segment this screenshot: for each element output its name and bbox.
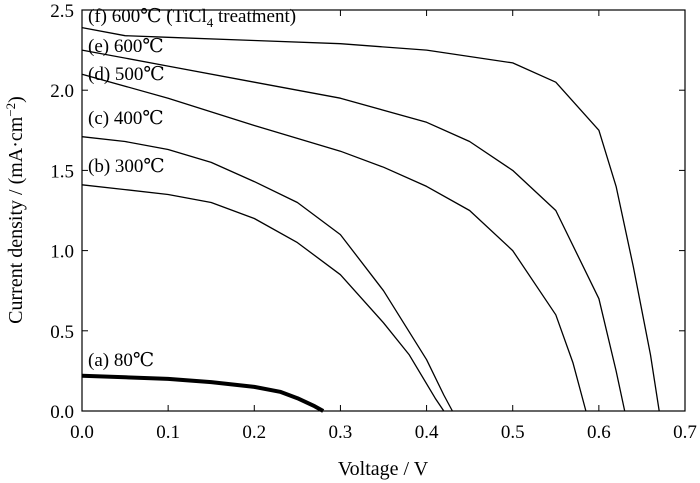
curve-label-c: (c) 400℃ bbox=[88, 108, 164, 129]
curve-label-b: (b) 300℃ bbox=[88, 156, 165, 177]
x-tick-label: 0.1 bbox=[156, 422, 180, 443]
x-tick-label: 0.4 bbox=[415, 422, 439, 443]
y-tick-label: 1.0 bbox=[50, 242, 74, 263]
series-line-d bbox=[81, 73, 587, 412]
x-tick-label: 0.3 bbox=[329, 422, 353, 443]
series-line-f bbox=[81, 26, 660, 412]
x-tick-label: 0.0 bbox=[70, 422, 94, 443]
y-tick-label: 2.0 bbox=[50, 81, 74, 102]
curve-label-f: (f) 600℃ (TiCl4 treatment) bbox=[88, 6, 296, 30]
series-line-a bbox=[81, 373, 325, 413]
y-axis-label-close: ) bbox=[5, 96, 27, 103]
curve-label-e: (e) 600℃ bbox=[88, 36, 164, 57]
y-tick-label: 2.5 bbox=[50, 1, 74, 22]
y-axis-label: Current density / (mA·cm−2) bbox=[3, 96, 27, 324]
axis-ticks: 0.0 0.1 0.2 0.3 0.4 0.5 0.6 0.7 0.0 0.5 1.0 1.5 2.0 2… bbox=[50, 1, 697, 443]
y-tick-label: 0.5 bbox=[50, 322, 74, 343]
plot-frame bbox=[81, 9, 686, 412]
series-line-b bbox=[81, 184, 445, 412]
curves bbox=[81, 26, 660, 413]
curve-label-d: (d) 500℃ bbox=[88, 64, 165, 85]
x-axis-label: Voltage / V bbox=[338, 458, 429, 480]
x-tick-label: 0.5 bbox=[501, 422, 525, 443]
x-tick-label: 0.7 bbox=[673, 422, 697, 443]
series-line-c bbox=[81, 136, 453, 412]
x-tick-label: 0.2 bbox=[242, 422, 266, 443]
y-axis-label-exponent: −2 bbox=[3, 103, 18, 117]
y-tick-label: 1.5 bbox=[50, 161, 74, 182]
curve-labels: (a) 80℃ (b) 300℃ (c) 400℃ (d) 500℃ (e) 600℃ (… bbox=[88, 6, 296, 371]
series-line-e bbox=[81, 49, 626, 412]
y-tick-label: 0.0 bbox=[50, 402, 74, 423]
curve-label-a: (a) 80℃ bbox=[88, 350, 154, 371]
x-tick-label: 0.6 bbox=[587, 422, 611, 443]
